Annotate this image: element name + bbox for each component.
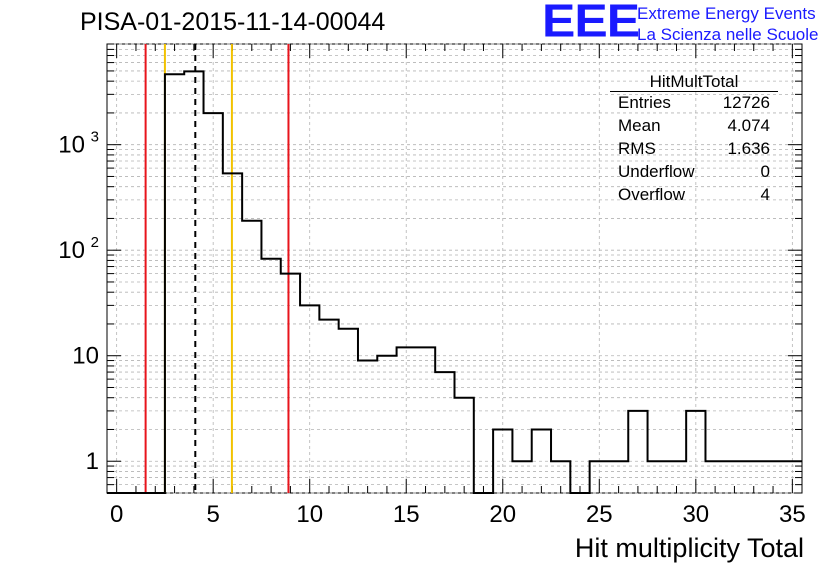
stat-row-overflow: Overflow 4 bbox=[610, 185, 770, 208]
histogram-outline bbox=[107, 70, 802, 494]
stat-value: 4 bbox=[760, 185, 770, 204]
x-tick-labels: 0 5 10 15 20 25 30 35 bbox=[110, 501, 806, 528]
x-axis-label: Hit multiplicity Total bbox=[574, 533, 804, 563]
y-tick-labels: 1 10 10 2 10 3 bbox=[58, 129, 99, 476]
x-tick-label: 0 bbox=[110, 501, 123, 528]
axis-ticks bbox=[107, 43, 802, 494]
stat-value: 12726 bbox=[722, 93, 770, 112]
chart-title: PISA-01-2015-11-14-00044 bbox=[80, 8, 386, 36]
grid bbox=[107, 43, 802, 494]
x-tick-label: 30 bbox=[682, 501, 709, 528]
stat-label: Underflow bbox=[618, 162, 695, 181]
marker-lines bbox=[144, 44, 290, 493]
logo-line-2: La Scienza nelle Scuole bbox=[637, 25, 819, 44]
stats-divider bbox=[610, 91, 778, 92]
stat-row-entries: Entries 12726 bbox=[610, 93, 770, 116]
y-tick-label: 1 bbox=[86, 448, 99, 475]
stat-value: 1.636 bbox=[727, 139, 770, 158]
stat-label: RMS bbox=[618, 139, 656, 158]
stats-box: HitMultTotal Entries 12726 Mean 4.074 RM… bbox=[610, 72, 778, 204]
y-tick-label: 10 bbox=[58, 237, 85, 264]
y-tick-label: 10 bbox=[72, 343, 99, 370]
stat-value: 0 bbox=[760, 162, 770, 181]
x-tick-label: 10 bbox=[296, 501, 323, 528]
logo-line-1: Extreme Energy Events bbox=[637, 4, 816, 23]
stat-label: Mean bbox=[618, 116, 661, 135]
x-tick-label: 5 bbox=[207, 501, 220, 528]
y-tick-label: 10 bbox=[58, 132, 85, 159]
stat-row-rms: RMS 1.636 bbox=[610, 139, 770, 162]
histogram-series bbox=[107, 70, 802, 494]
eee-logo-icon: EEE bbox=[542, 0, 640, 47]
stats-title: HitMultTotal bbox=[649, 72, 739, 91]
x-tick-label: 35 bbox=[779, 501, 806, 528]
stat-label: Overflow bbox=[618, 185, 686, 204]
plot-frame bbox=[106, 43, 803, 494]
stat-row-underflow: Underflow 0 bbox=[610, 162, 770, 185]
x-tick-label: 20 bbox=[489, 501, 516, 528]
y-tick-exponent: 3 bbox=[91, 129, 99, 146]
stat-value: 4.074 bbox=[727, 116, 770, 135]
x-tick-label: 15 bbox=[393, 501, 420, 528]
stat-label: Entries bbox=[618, 93, 671, 112]
x-tick-label: 25 bbox=[586, 501, 613, 528]
stat-row-mean: Mean 4.074 bbox=[610, 116, 770, 139]
y-tick-exponent: 2 bbox=[91, 234, 99, 251]
